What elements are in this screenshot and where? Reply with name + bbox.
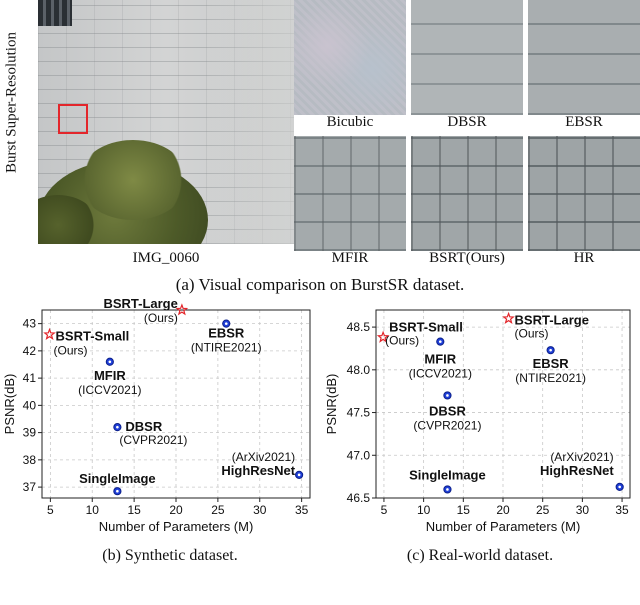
- point-center-highresnet: [297, 473, 301, 477]
- point-bsrt-small: [376, 330, 390, 343]
- crop-mfir: [294, 136, 406, 251]
- crop-label-hr: HR: [573, 250, 595, 266]
- y-tick-label: 43: [23, 317, 37, 331]
- crop-label-dbsr: DBSR: [447, 114, 487, 130]
- sublabel-highresnet: (ArXiv2021): [550, 450, 613, 464]
- x-tick-label: 30: [576, 503, 590, 517]
- crop-bsrt: [411, 136, 523, 251]
- x-tick-label: 25: [536, 503, 550, 517]
- label-ebsr: EBSR: [533, 356, 570, 371]
- y-tick-label: 47.5: [347, 406, 371, 420]
- window-graphic: [38, 0, 72, 26]
- label-highresnet: HighResNet: [540, 463, 614, 478]
- label-singleimage: SingleImage: [409, 467, 486, 482]
- sublabel-ebsr: (NTIRE2021): [515, 371, 586, 385]
- chart-synthetic: 5 10 15 20 25 30 35 37 38 39 40 41 42 43 Number of Par…: [2, 298, 311, 534]
- y-tick-label: 46.5: [347, 491, 371, 505]
- label-bsrt-small: BSRT-Small: [389, 319, 463, 334]
- crop-hr: [528, 136, 640, 251]
- label-singleimage: SingleImage: [79, 471, 156, 486]
- crop-dbsr: [411, 0, 523, 115]
- x-tick-label: 25: [211, 503, 225, 517]
- x-tick-label: 15: [127, 503, 141, 517]
- label-dbsr: DBSR: [429, 403, 466, 418]
- x-tick-label: 30: [253, 503, 267, 517]
- sublabel-bsrt-small: (Ours): [385, 333, 419, 347]
- point-bsrt-large: [175, 303, 189, 316]
- point-center-singleimage: [116, 489, 119, 493]
- y-axis-label: PSNR(dB): [324, 374, 339, 435]
- x-tick-label: 20: [496, 503, 510, 517]
- y-tick-label: 37: [23, 480, 37, 494]
- y-tick-label: 38: [23, 453, 37, 467]
- x-tick-label: 35: [295, 503, 309, 517]
- caption-b: (b) Synthetic dataset.: [102, 547, 238, 564]
- y-tick-label: 48.0: [347, 363, 371, 377]
- main-photo-caption: IMG_0060: [132, 250, 200, 266]
- sublabel-mfir: (ICCV2021): [78, 383, 141, 397]
- x-tick-label: 5: [47, 503, 54, 517]
- label-bsrt-small: BSRT-Small: [56, 329, 130, 344]
- point-center-mfir: [438, 340, 442, 343]
- x-tick-label: 20: [169, 503, 183, 517]
- crop-label-bsrt: BSRT(Ours): [429, 250, 505, 266]
- crop-label-bicubic: Bicubic: [326, 114, 374, 130]
- y-tick-label: 40: [23, 398, 37, 412]
- sublabel-dbsr: (CVPR2021): [413, 418, 481, 432]
- row-label: Burst Super-Resolution: [3, 32, 20, 173]
- y-tick-label: 48.5: [347, 320, 371, 334]
- point-bsrt-small: [43, 327, 56, 341]
- crop-label-mfir: MFIR: [331, 250, 369, 266]
- sublabel-bsrt-large: (Ours): [515, 327, 549, 341]
- main-photo: [38, 0, 294, 244]
- y-tick-label: 47.0: [347, 448, 371, 462]
- label-bsrt-large: BSRT-Large: [515, 313, 589, 328]
- sublabel-bsrt-large: (Ours): [144, 311, 178, 325]
- point-center-singleimage: [446, 488, 449, 491]
- caption-c: (c) Real-world dataset.: [406, 547, 554, 564]
- x-tick-label: 10: [86, 503, 100, 517]
- label-mfir: MFIR: [424, 352, 456, 367]
- label-dbsr: DBSR: [125, 419, 162, 434]
- y-axis-label: PSNR(dB): [2, 374, 17, 435]
- x-tick-label: 5: [381, 503, 388, 517]
- x-axis-label: Number of Parameters (M): [99, 519, 254, 534]
- crop-label-ebsr: EBSR: [565, 114, 603, 130]
- point-center-highresnet: [618, 485, 621, 489]
- y-tick-label: 41: [23, 371, 37, 385]
- sublabel-mfir: (ICCV2021): [409, 367, 472, 381]
- sublabel-highresnet: (ArXiv2021): [232, 450, 295, 464]
- point-center-ebsr: [224, 322, 228, 325]
- label-ebsr: EBSR: [208, 326, 245, 341]
- x-tick-label: 15: [457, 503, 471, 517]
- point-center-mfir: [108, 360, 112, 364]
- x-tick-label: 35: [615, 503, 629, 517]
- caption-a: (a) Visual comparison on BurstSR dataset…: [175, 275, 465, 294]
- label-bsrt-large: BSRT-Large: [103, 298, 177, 311]
- label-mfir: MFIR: [94, 368, 126, 383]
- y-tick-label: 42: [23, 344, 37, 358]
- sublabel-dbsr: (CVPR2021): [119, 433, 187, 447]
- label-highresnet: HighResNet: [221, 463, 295, 478]
- point-center-dbsr: [116, 425, 119, 429]
- sublabel-bsrt-small: (Ours): [54, 344, 88, 358]
- x-tick-label: 10: [417, 503, 431, 517]
- crop-bicubic: [294, 0, 406, 115]
- sublabel-ebsr: (NTIRE2021): [191, 341, 262, 355]
- crop-ebsr: [528, 0, 640, 115]
- chart-real-world: 5 10 15 20 25 30 35 46.5 47.0 47.5 48.0 48.5 Number …: [324, 309, 631, 534]
- point-center-dbsr: [446, 394, 449, 397]
- point-bsrt-large: [502, 311, 515, 325]
- x-axis-label: Number of Parameters (M): [426, 519, 581, 534]
- zoom-region-box: [58, 104, 88, 134]
- y-tick-label: 39: [23, 426, 37, 440]
- point-center-ebsr: [549, 348, 552, 352]
